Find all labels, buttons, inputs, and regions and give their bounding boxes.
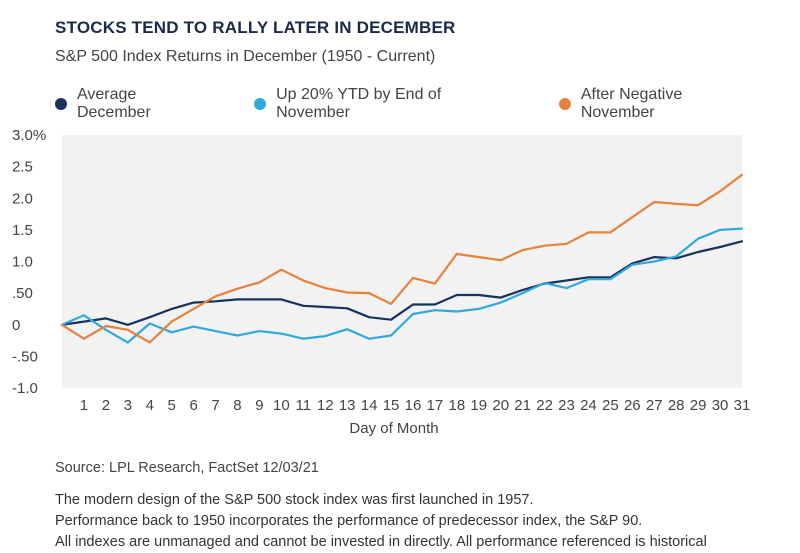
x-tick-label: 24 xyxy=(580,397,597,414)
chart-subtitle: S&P 500 Index Returns in December (1950 … xyxy=(55,48,436,65)
y-tick-label: 3.0% xyxy=(12,127,46,144)
footnotes: The modern design of the S&P 500 stock i… xyxy=(55,490,707,553)
x-tick-label: 5 xyxy=(168,397,176,414)
x-tick-label: 8 xyxy=(233,397,241,414)
legend-swatch-after-negative-november xyxy=(558,98,571,110)
y-tick-label: 2.5 xyxy=(12,159,33,176)
plot-background xyxy=(62,135,742,388)
x-tick-label: 11 xyxy=(296,397,312,414)
x-axis-label: Day of Month xyxy=(349,420,438,437)
x-tick-label: 9 xyxy=(255,397,263,414)
x-tick-label: 19 xyxy=(470,397,487,414)
x-tick-label: 14 xyxy=(361,397,378,414)
x-tick-label: 23 xyxy=(558,397,575,414)
y-tick-label: 2.0 xyxy=(12,190,33,207)
y-tick-label: 1.0 xyxy=(12,254,33,271)
x-tick-label: 15 xyxy=(383,397,400,414)
x-tick-label: 2 xyxy=(102,397,110,414)
source-note: Source: LPL Research, FactSet 12/03/21 xyxy=(55,460,319,476)
x-tick-label: 4 xyxy=(146,397,154,414)
chart-title: STOCKS TEND TO RALLY LATER IN DECEMBER xyxy=(55,18,456,37)
line-chart: 3.0%2.52.01.51.0.500-.50-1.01 2 3 4 5 6 7 8 9 10 1… xyxy=(12,127,751,437)
x-tick-label: 17 xyxy=(427,397,444,414)
legend-swatch-average-december xyxy=(55,98,67,110)
x-tick-label: 26 xyxy=(624,397,641,414)
y-tick-label: .50 xyxy=(12,285,33,302)
x-tick-label: 7 xyxy=(211,397,219,414)
x-tick-label: 3 xyxy=(124,397,132,414)
series-line-up-20-ytd-by-end-of-november xyxy=(60,227,744,344)
x-tick-label: 21 xyxy=(514,397,531,414)
legend-item-up-20-ytd: Up 20% YTD by End of November xyxy=(254,86,519,122)
footnote-line: Performance back to 1950 incorporates th… xyxy=(55,513,643,529)
x-tick-label: 16 xyxy=(405,397,422,414)
x-tick-label: 18 xyxy=(448,397,465,414)
x-tick-label: 13 xyxy=(339,397,356,414)
x-tick-label: 12 xyxy=(317,397,334,414)
x-tick-label: 27 xyxy=(646,397,663,414)
legend-swatch-up-20-ytd xyxy=(254,98,267,110)
y-tick-label: -1.0 xyxy=(12,380,38,397)
chart-legend: Average December Up 20% YTD by End of No… xyxy=(55,86,800,122)
series-line-average-december xyxy=(60,240,744,326)
x-tick-label: 1 xyxy=(80,397,88,414)
legend-item-after-negative-november: After Negative November xyxy=(558,86,760,122)
x-tick-label: 20 xyxy=(492,397,509,414)
x-tick-label: 30 xyxy=(712,397,729,414)
x-tick-label: 29 xyxy=(690,397,707,414)
x-tick-label: 10 xyxy=(273,397,290,414)
y-tick-label: 0 xyxy=(12,317,20,334)
x-tick-label: 6 xyxy=(189,397,197,414)
footnote-line: The modern design of the S&P 500 stock i… xyxy=(55,492,534,508)
y-tick-label: 1.5 xyxy=(12,222,33,239)
legend-item-average-december: Average December xyxy=(55,86,214,122)
series-line-after-negative-november xyxy=(60,173,744,344)
x-tick-label: 28 xyxy=(668,397,685,414)
legend-label-after-negative-november: After Negative November xyxy=(580,86,683,121)
y-tick-label: -.50 xyxy=(12,348,38,365)
legend-label-average-december: Average December xyxy=(76,86,151,121)
x-tick-label: 31 xyxy=(734,397,751,414)
legend-label-up-20-ytd: Up 20% YTD by End of November xyxy=(276,86,442,121)
footnote-line: All indexes are unmanaged and cannot be … xyxy=(55,534,707,550)
x-tick-label: 25 xyxy=(602,397,619,414)
x-tick-label: 22 xyxy=(536,397,553,414)
